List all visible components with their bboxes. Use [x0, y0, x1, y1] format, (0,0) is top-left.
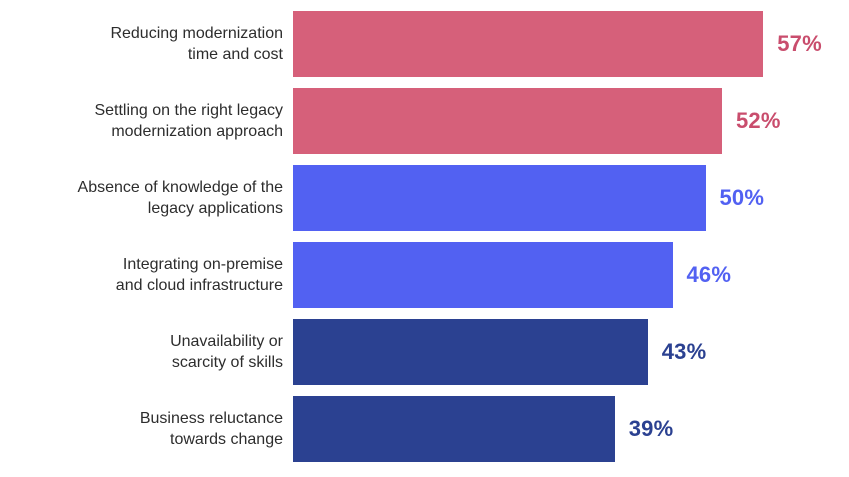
bar: [293, 319, 648, 385]
bar: [293, 88, 722, 154]
category-label: Reducing modernization time and cost: [110, 25, 283, 63]
chart-row: Unavailability or scarcity of skills 43%: [0, 319, 849, 385]
value-label: 52%: [736, 108, 781, 133]
bar: [293, 165, 706, 231]
value-label: 46%: [686, 262, 732, 287]
chart-row: Integrating on-premise and cloud infrast…: [0, 242, 849, 308]
bar: [293, 396, 615, 462]
value-label: 43%: [661, 339, 707, 364]
category-label: Unavailability or scarcity of skills: [170, 333, 283, 371]
bar: [293, 11, 764, 77]
category-label: Settling on the right legacy modernizati…: [94, 102, 283, 140]
category-label: Business reluctance towards change: [139, 410, 283, 448]
category-label: Absence of knowledge of the legacy appli…: [77, 179, 283, 217]
bar: [293, 242, 673, 308]
chart-row: Settling on the right legacy modernizati…: [0, 88, 849, 154]
chart-row: Absence of knowledge of the legacy appli…: [0, 165, 849, 231]
chart-row: Reducing modernization time and cost 57%: [0, 11, 849, 77]
chart-row: Business reluctance towards change 39%: [0, 396, 849, 462]
value-label: 50%: [719, 185, 765, 210]
category-label: Integrating on-premise and cloud infrast…: [115, 256, 283, 294]
value-label: 57%: [777, 31, 822, 56]
chart-rows: Reducing modernization time and cost 57%…: [0, 11, 849, 473]
value-label: 39%: [628, 416, 674, 441]
